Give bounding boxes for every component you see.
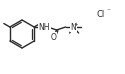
Text: NH: NH	[38, 22, 50, 32]
Text: ⁻: ⁻	[106, 7, 110, 15]
Text: Cl: Cl	[97, 9, 105, 18]
Text: N: N	[71, 22, 76, 32]
Text: +: +	[74, 22, 78, 27]
Text: O: O	[50, 33, 56, 42]
